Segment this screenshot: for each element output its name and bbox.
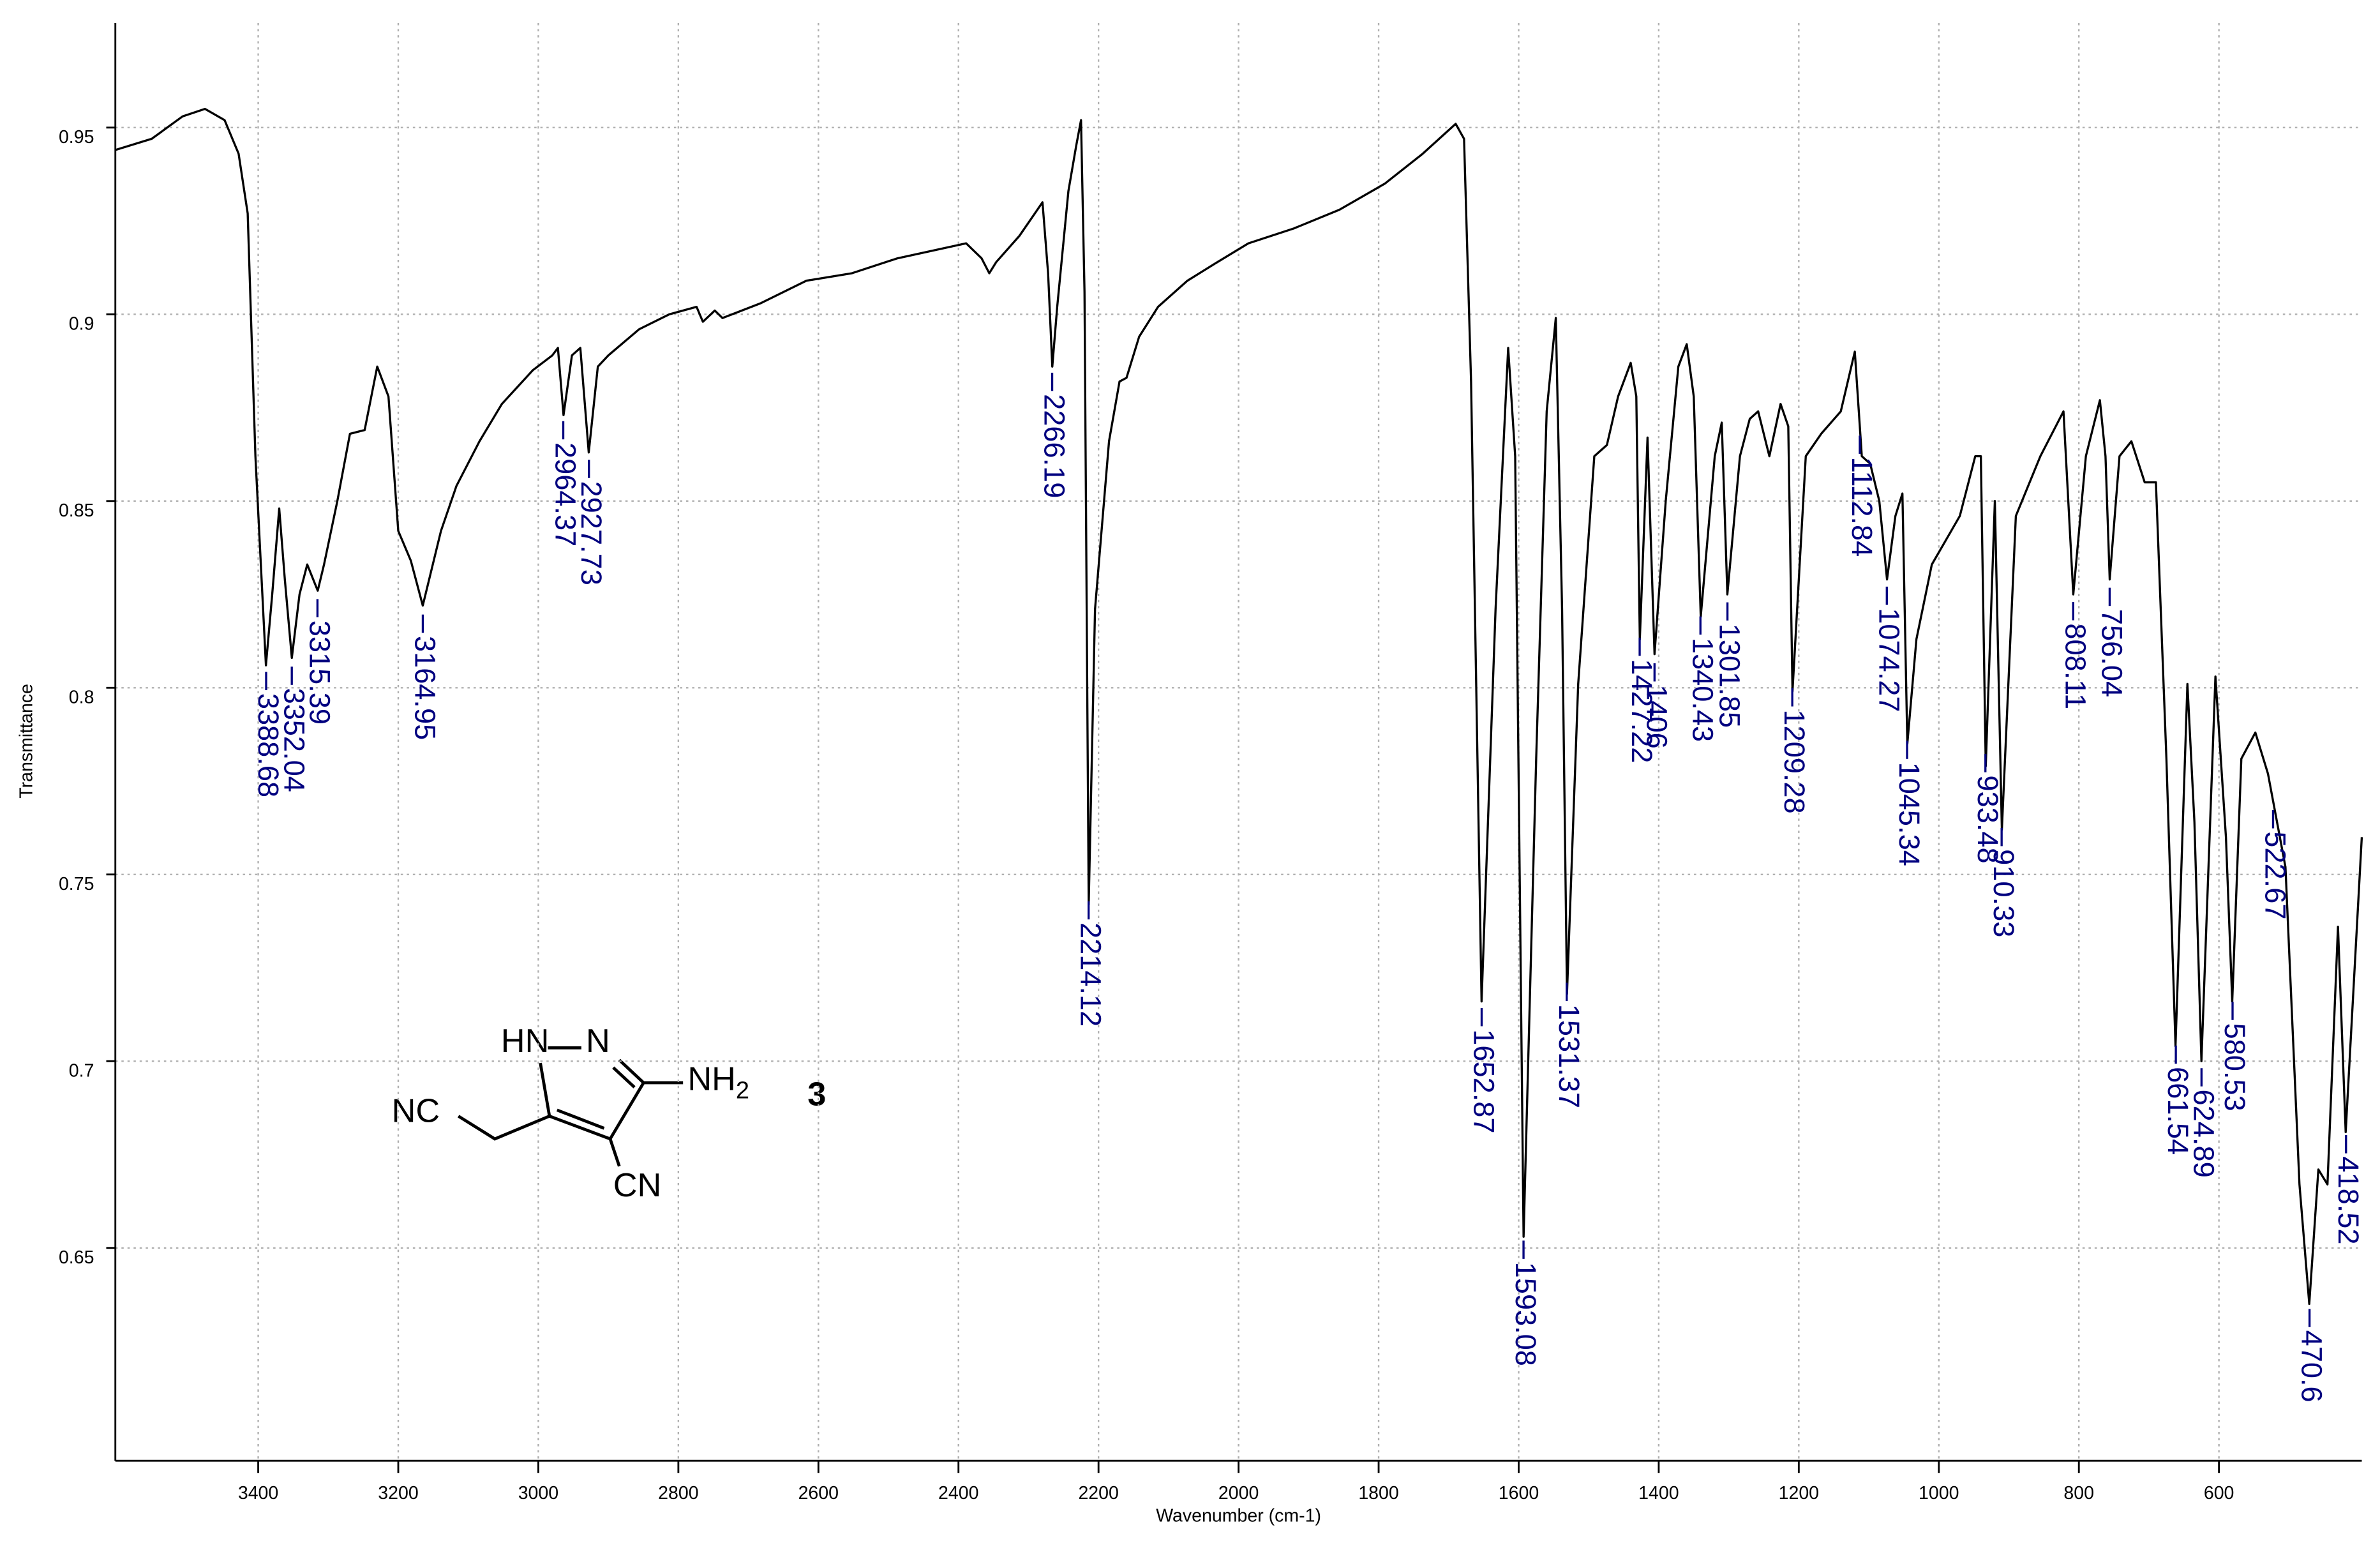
atom-label: NH2 bbox=[687, 1060, 749, 1104]
x-tick-label: 3400 bbox=[238, 1483, 278, 1503]
y-tick-label: 0.8 bbox=[69, 687, 94, 707]
peak-label: 808.11 bbox=[2059, 623, 2092, 709]
peak-label: 1427.22 bbox=[1626, 659, 1658, 763]
x-tick-label: 2200 bbox=[1078, 1483, 1118, 1503]
peak-label: 910.33 bbox=[1987, 849, 2020, 937]
x-tick-label: 1600 bbox=[1499, 1483, 1539, 1503]
peak-label: 1531.37 bbox=[1553, 1004, 1585, 1108]
peak-label: 1406 bbox=[1640, 684, 1673, 748]
peak-label: 1652.87 bbox=[1468, 1029, 1501, 1133]
peak-label: 756.04 bbox=[2095, 609, 2128, 697]
peak-label: 1209.28 bbox=[1778, 709, 1811, 813]
atom-label: HN bbox=[501, 1023, 550, 1060]
bond bbox=[457, 1115, 550, 1141]
x-tick-label: 800 bbox=[2063, 1483, 2094, 1503]
subscript: 2 bbox=[736, 1077, 749, 1104]
peak-label: 933.48 bbox=[1972, 775, 2004, 863]
y-axis-label: Transmittance bbox=[16, 684, 36, 799]
y-tick-label: 0.9 bbox=[69, 314, 94, 335]
atom-label: NC bbox=[392, 1092, 440, 1129]
x-tick-label: 1200 bbox=[1779, 1483, 1819, 1503]
peak-label: 1301.85 bbox=[1714, 624, 1746, 728]
peak-label: 580.53 bbox=[2219, 1023, 2251, 1111]
peak-label: 1112.84 bbox=[1846, 457, 1878, 557]
y-tick-label: 0.7 bbox=[69, 1060, 94, 1081]
x-axis-label: Wavenumber (cm-1) bbox=[1156, 1506, 1321, 1526]
peak-label: 2927.73 bbox=[575, 481, 608, 585]
peak-label: 624.89 bbox=[2187, 1090, 2220, 1178]
spectrum-line bbox=[115, 107, 2363, 1306]
peak-label: 3388.68 bbox=[252, 693, 285, 797]
peak-label: 1074.27 bbox=[1873, 608, 1905, 712]
peak-label: 661.54 bbox=[2162, 1067, 2194, 1155]
bond bbox=[539, 1062, 551, 1117]
peak-label: 418.52 bbox=[2332, 1156, 2365, 1244]
peak-label: 3352.04 bbox=[278, 688, 310, 792]
compound-number: 3 bbox=[807, 1076, 826, 1113]
y-tick-label: 0.75 bbox=[59, 874, 94, 894]
x-tick-label: 600 bbox=[2204, 1483, 2234, 1503]
x-tick-label: 2600 bbox=[798, 1483, 839, 1503]
x-tick-label: 1800 bbox=[1358, 1483, 1398, 1503]
peak-label: 1340.43 bbox=[1686, 638, 1719, 742]
atom-label: NH bbox=[687, 1060, 736, 1097]
x-tick-label: 3200 bbox=[378, 1483, 418, 1503]
x-tick-label: 1000 bbox=[1919, 1483, 1959, 1503]
atom-label: CN bbox=[613, 1167, 662, 1204]
x-tick-label: 1400 bbox=[1638, 1483, 1679, 1503]
y-tick-label: 0.65 bbox=[59, 1247, 94, 1268]
peak-label: 522.67 bbox=[2259, 831, 2292, 919]
peak-label: 2214.12 bbox=[1075, 922, 1107, 1027]
atom-label: N bbox=[586, 1023, 610, 1060]
y-tick-label: 0.85 bbox=[59, 501, 94, 521]
peak-label: 2964.37 bbox=[550, 442, 582, 546]
peak-label: 3315.39 bbox=[303, 621, 336, 725]
structure: HN N NH2 NC CN 3 bbox=[392, 1023, 827, 1204]
y-tick-label: 0.95 bbox=[59, 127, 94, 147]
x-tick-label: 3000 bbox=[518, 1483, 558, 1503]
bond bbox=[608, 1081, 645, 1140]
x-tick-label: 2400 bbox=[938, 1483, 978, 1503]
peak-label: 1045.34 bbox=[1893, 762, 1926, 866]
peak-label: 2266.19 bbox=[1038, 394, 1071, 498]
peak-label: 1593.08 bbox=[1509, 1262, 1542, 1366]
peak-label: 470.6 bbox=[2296, 1330, 2328, 1403]
bond bbox=[612, 1058, 645, 1088]
x-tick-label: 2800 bbox=[658, 1483, 698, 1503]
x-tick-label: 2000 bbox=[1218, 1483, 1259, 1503]
bond bbox=[549, 1108, 611, 1141]
peak-label: 3164.95 bbox=[409, 636, 442, 740]
bond bbox=[608, 1138, 621, 1167]
